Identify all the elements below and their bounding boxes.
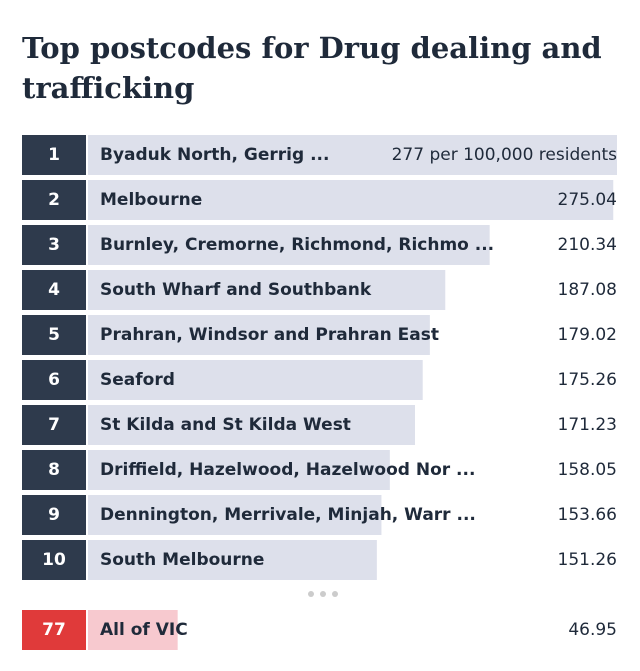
- bar: [88, 540, 377, 580]
- chart-title: Top postcodes for Drug dealing and: [22, 31, 602, 65]
- rank-box: [22, 540, 86, 580]
- label: Byaduk North, Gerrig ...: [100, 145, 329, 165]
- value-label: 171.23: [558, 415, 617, 435]
- bar: [88, 315, 430, 355]
- bar: [88, 270, 446, 310]
- value-label: 151.26: [558, 550, 617, 570]
- rank-box: [22, 495, 86, 535]
- rank-box: [22, 315, 86, 355]
- rank-box: [22, 405, 86, 445]
- rank-box: [22, 610, 86, 650]
- value-label: 175.26: [558, 370, 617, 390]
- label: Prahran, Windsor and Prahran East: [100, 325, 439, 345]
- rank: 5: [48, 325, 60, 345]
- dot: [332, 591, 338, 597]
- rank-box: [22, 270, 86, 310]
- rank: 8: [48, 460, 60, 480]
- rank: 7: [48, 415, 60, 435]
- bar: [88, 405, 416, 445]
- value-label: 210.34: [558, 235, 617, 255]
- bar: [88, 610, 178, 650]
- bar: [88, 495, 382, 535]
- label: St Kilda and St Kilda West: [100, 415, 351, 435]
- dot: [308, 591, 314, 597]
- chart-title: trafficking: [22, 71, 194, 105]
- rank: 77: [42, 620, 66, 640]
- rank-box: [22, 360, 86, 400]
- rank: 10: [42, 550, 66, 570]
- value-label: 179.02: [558, 325, 617, 345]
- rank: 9: [48, 505, 60, 525]
- rank-box: [22, 180, 86, 220]
- rank: 4: [48, 280, 60, 300]
- label: South Melbourne: [100, 550, 264, 570]
- value-label: 158.05: [558, 460, 617, 480]
- label: Burnley, Cremorne, Richmond, Richmo ...: [100, 235, 494, 255]
- rank: 3: [48, 235, 60, 255]
- rank-box: [22, 450, 86, 490]
- bar: [88, 225, 490, 265]
- bar: [88, 450, 390, 490]
- label: Seaford: [100, 370, 175, 390]
- dot: [320, 591, 326, 597]
- label: South Wharf and Southbank: [100, 280, 372, 300]
- rank: 2: [48, 190, 60, 210]
- label: Dennington, Merrivale, Minjah, Warr ...: [100, 505, 476, 525]
- rank-box: [22, 135, 86, 175]
- label: Melbourne: [100, 190, 202, 210]
- bar: [88, 180, 614, 220]
- rank: 6: [48, 370, 60, 390]
- value-label: 187.08: [558, 280, 617, 300]
- value-label: 277 per 100,000 residents: [392, 145, 618, 165]
- bar: [88, 360, 423, 400]
- label: All of VIC: [100, 620, 188, 640]
- value-label: 275.04: [558, 190, 617, 210]
- label: Driffield, Hazelwood, Hazelwood Nor ...: [100, 460, 475, 480]
- rank-box: [22, 225, 86, 265]
- value-label: 46.95: [568, 620, 617, 640]
- rank: 1: [48, 145, 60, 165]
- value-label: 153.66: [558, 505, 617, 525]
- bar: [88, 135, 617, 175]
